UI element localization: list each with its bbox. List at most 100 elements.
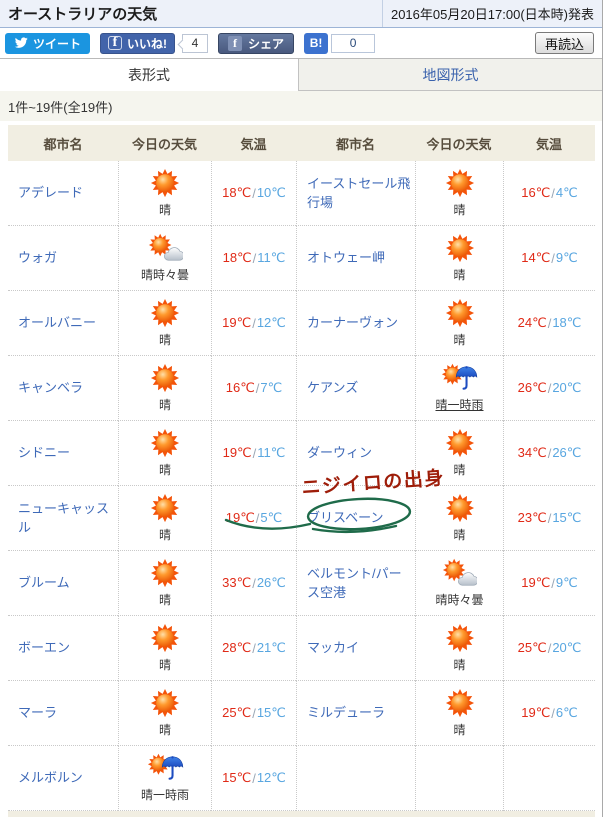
temp-low: 6℃ — [555, 705, 578, 720]
tweet-button[interactable]: ツイート — [5, 32, 91, 54]
temp-separator: / — [252, 575, 256, 591]
temp-low: 11℃ — [257, 250, 286, 265]
city-link[interactable]: オトウェー岬 — [307, 250, 386, 266]
city-link[interactable]: キャンベラ — [18, 380, 84, 396]
sun-umbrella-icon — [147, 753, 184, 788]
table-row: オールバニー晴 19℃/12℃ カーナーヴォン晴 24℃/18℃ — [8, 291, 595, 356]
temp-low: 5℃ — [260, 510, 283, 525]
weather-label: 晴時々曇 — [435, 593, 484, 607]
share-label: シェア — [248, 36, 285, 51]
facebook-share-button[interactable]: f シェア — [218, 32, 295, 54]
tab-table-format[interactable]: 表形式 — [0, 59, 298, 91]
table-row: ウォガ 晴時々曇 18℃/11℃ オトウェー岬晴 14℃/9℃ — [8, 226, 595, 291]
tweet-label: ツイート — [33, 36, 82, 51]
city-link[interactable]: シドニー — [18, 445, 71, 461]
city-link[interactable]: ケアンズ — [307, 380, 359, 396]
sun-icon — [445, 688, 475, 723]
city-link[interactable]: ブルーム — [18, 575, 70, 591]
weather-label: 晴 — [158, 723, 171, 737]
view-tabs: 表形式 地図形式 — [0, 58, 602, 91]
city-link[interactable]: ブリスベーン — [307, 510, 384, 526]
city-link[interactable]: ミルデューラ — [307, 705, 386, 721]
temp-separator: / — [547, 510, 552, 526]
temp-high: 34℃ — [517, 445, 547, 460]
city-link[interactable]: カーナーヴォン — [307, 315, 399, 331]
weather-label: 晴 — [158, 398, 171, 412]
city-link[interactable]: ベルモント/パース空港 — [307, 565, 402, 601]
city-link[interactable]: ニューキャッスル — [18, 500, 110, 536]
weather-cell: 晴 — [415, 291, 503, 356]
temp-high: 25℃ — [222, 705, 252, 720]
reload-button[interactable]: 再読込 — [534, 32, 594, 54]
city-cell: ブルーム — [8, 551, 118, 616]
sun-icon — [150, 623, 180, 658]
table-footer-strip — [8, 811, 595, 817]
city-link[interactable]: マーラ — [18, 705, 58, 721]
facebook-like-button[interactable]: f いいね! — [100, 32, 176, 54]
table-row: アデレード晴 18℃/10℃ イーストセール飛行場晴 16℃/4℃ — [8, 161, 595, 226]
weather-cell: 晴 — [415, 421, 503, 486]
city-link[interactable]: ウォガ — [18, 250, 58, 266]
temp-low: 26℃ — [256, 575, 286, 590]
city-link[interactable]: オールバニー — [18, 315, 97, 331]
city-cell: ダーウィン — [296, 421, 415, 486]
city-cell — [296, 746, 415, 811]
temp-low: 9℃ — [555, 575, 578, 590]
hatena-bookmark-button[interactable]: B! — [304, 32, 329, 54]
city-cell: ニューキャッスル — [8, 486, 118, 551]
publish-time: 2016年05月20日17:00(日本時)発表 — [381, 0, 602, 27]
temp-separator: / — [551, 705, 555, 721]
city-cell: カーナーヴォン — [296, 291, 415, 356]
temp-cell: 15℃/12℃ — [211, 746, 296, 811]
temp-cell: 25℃/15℃ — [211, 681, 296, 746]
sun-icon — [445, 168, 475, 203]
city-link[interactable]: アデレード — [18, 185, 84, 201]
temp-high: 18℃ — [222, 185, 252, 200]
city-link[interactable]: メルボルン — [18, 770, 83, 786]
temp-separator: / — [547, 445, 552, 461]
column-header: 気温 — [535, 136, 562, 152]
table-row: キャンベラ晴 16℃/7℃ ケアンズ 晴一時雨 26℃/20℃ — [8, 356, 595, 421]
temp-separator: / — [255, 510, 260, 526]
temp-low: 4℃ — [555, 185, 578, 200]
city-link[interactable]: イーストセール飛行場 — [307, 175, 411, 211]
city-link[interactable]: ボーエン — [18, 640, 71, 656]
temp-low: 20℃ — [552, 640, 582, 655]
sun-icon — [445, 298, 475, 333]
table-row: ボーエン晴 28℃/21℃ マッカイ晴 25℃/20℃ — [8, 616, 595, 681]
weather-cell: 晴 — [415, 681, 503, 746]
weather-cell: 晴 — [415, 226, 503, 291]
temp-separator: / — [252, 250, 257, 266]
city-link[interactable]: ダーウィン — [307, 445, 373, 461]
column-header: 今日の天気 — [426, 136, 492, 152]
tab-map-format[interactable]: 地図形式 — [298, 59, 602, 91]
sun-icon — [150, 168, 180, 203]
city-link[interactable]: マッカイ — [307, 640, 360, 656]
temp-cell: 19℃/9℃ — [503, 551, 595, 616]
temp-low: 18℃ — [552, 315, 582, 330]
temp-high: 19℃ — [225, 510, 255, 525]
facebook-icon: f — [108, 36, 123, 50]
temp-cell: 34℃/26℃ — [503, 421, 595, 486]
sun-icon — [150, 363, 180, 398]
like-count-badge: 4 — [182, 33, 209, 53]
temp-high: 26℃ — [517, 380, 547, 395]
temp-separator: / — [551, 575, 555, 591]
temp-cell: 19℃/5℃ — [211, 486, 296, 551]
temp-high: 14℃ — [521, 250, 551, 265]
weather-cell: 晴時々曇 — [118, 226, 211, 291]
temp-high: 28℃ — [222, 640, 252, 655]
temp-cell — [503, 746, 595, 811]
sun-icon — [445, 428, 475, 463]
temp-low: 12℃ — [256, 315, 286, 330]
temp-separator: / — [252, 640, 256, 656]
temp-high: 15℃ — [222, 770, 252, 785]
temp-low: 11℃ — [257, 445, 286, 460]
hatena-bookmark-widget: B! 0 — [304, 32, 376, 54]
temp-high: 16℃ — [225, 380, 255, 395]
temp-cell: 18℃/11℃ — [211, 226, 296, 291]
city-cell: ベルモント/パース空港 — [296, 551, 415, 616]
weather-label: 晴一時雨 — [140, 788, 189, 802]
weather-label: 晴 — [453, 528, 466, 542]
temp-high: 16℃ — [521, 185, 551, 200]
